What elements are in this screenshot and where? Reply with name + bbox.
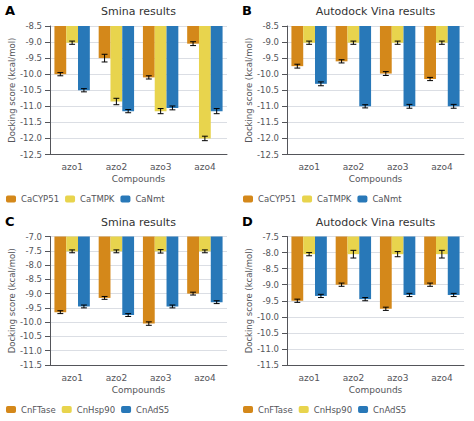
svg-text:CnAdS5: CnAdS5 bbox=[136, 405, 169, 415]
svg-text:-12.5: -12.5 bbox=[20, 150, 42, 160]
svg-text:-11.0: -11.0 bbox=[257, 344, 279, 354]
svg-text:-10.5: -10.5 bbox=[257, 85, 279, 95]
svg-text:-9.0: -9.0 bbox=[262, 37, 279, 47]
svg-text:-12.0: -12.0 bbox=[20, 133, 42, 143]
svg-text:Autodock Vina results: Autodock Vina results bbox=[316, 5, 436, 18]
svg-text:Compounds: Compounds bbox=[349, 385, 403, 395]
svg-text:azo4: azo4 bbox=[431, 373, 453, 383]
svg-text:CnAdS5: CnAdS5 bbox=[373, 405, 406, 415]
svg-text:azo3: azo3 bbox=[150, 373, 171, 383]
svg-text:Smina results: Smina results bbox=[101, 5, 176, 18]
svg-text:-11.0: -11.0 bbox=[20, 346, 42, 356]
svg-text:-11.5: -11.5 bbox=[20, 117, 42, 127]
svg-text:Docking score (kcal/mol): Docking score (kcal/mol) bbox=[244, 38, 254, 143]
svg-text:-9.5: -9.5 bbox=[262, 296, 279, 306]
svg-text:azo1: azo1 bbox=[61, 373, 82, 383]
svg-text:CnHsp90: CnHsp90 bbox=[314, 405, 352, 415]
svg-text:azo4: azo4 bbox=[194, 373, 216, 383]
svg-text:-10.5: -10.5 bbox=[20, 85, 42, 95]
svg-text:-11.0: -11.0 bbox=[257, 101, 279, 111]
svg-text:-9.0: -9.0 bbox=[262, 280, 279, 290]
svg-text:CnFTase: CnFTase bbox=[21, 405, 56, 415]
svg-text:CnFTase: CnFTase bbox=[258, 405, 293, 415]
svg-text:-8.5: -8.5 bbox=[262, 21, 279, 31]
svg-text:CnHsp90: CnHsp90 bbox=[77, 405, 115, 415]
svg-text:azo4: azo4 bbox=[194, 162, 216, 172]
svg-text:-8.0: -8.0 bbox=[25, 260, 42, 270]
svg-text:azo1: azo1 bbox=[298, 373, 319, 383]
svg-text:azo3: azo3 bbox=[387, 373, 408, 383]
svg-text:Smina results: Smina results bbox=[101, 216, 176, 229]
svg-text:-7.0: -7.0 bbox=[25, 232, 42, 242]
svg-text:CaNmt: CaNmt bbox=[135, 194, 165, 204]
svg-text:CaTMPK: CaTMPK bbox=[80, 194, 115, 204]
svg-text:-8.5: -8.5 bbox=[25, 21, 42, 31]
svg-text:azo1: azo1 bbox=[298, 162, 319, 172]
svg-text:-11.0: -11.0 bbox=[20, 101, 42, 111]
svg-text:azo3: azo3 bbox=[150, 162, 171, 172]
svg-text:-10.0: -10.0 bbox=[20, 69, 42, 79]
svg-text:azo1: azo1 bbox=[61, 162, 82, 172]
svg-text:-7.5: -7.5 bbox=[25, 246, 42, 256]
svg-text:-11.5: -11.5 bbox=[20, 360, 42, 370]
svg-text:B: B bbox=[242, 3, 252, 18]
svg-text:-9.0: -9.0 bbox=[25, 289, 42, 299]
svg-text:Docking score (kcal/mol): Docking score (kcal/mol) bbox=[7, 38, 17, 143]
svg-text:azo2: azo2 bbox=[106, 162, 127, 172]
svg-text:azo3: azo3 bbox=[387, 162, 408, 172]
svg-text:CaNmt: CaNmt bbox=[372, 194, 402, 204]
svg-text:-8.5: -8.5 bbox=[262, 264, 279, 274]
svg-text:D: D bbox=[242, 214, 253, 229]
svg-text:azo2: azo2 bbox=[106, 373, 127, 383]
svg-text:CaCYP51: CaCYP51 bbox=[258, 194, 296, 204]
svg-text:Compounds: Compounds bbox=[112, 385, 166, 395]
svg-text:Compounds: Compounds bbox=[349, 174, 403, 184]
svg-text:-9.5: -9.5 bbox=[25, 53, 42, 63]
svg-text:-8.0: -8.0 bbox=[262, 248, 279, 258]
svg-text:-12.5: -12.5 bbox=[257, 150, 279, 160]
svg-text:-10.0: -10.0 bbox=[257, 69, 279, 79]
svg-text:CaTMPK: CaTMPK bbox=[317, 194, 352, 204]
svg-text:-10.0: -10.0 bbox=[20, 317, 42, 327]
svg-text:-7.5: -7.5 bbox=[262, 232, 279, 242]
svg-text:Autodock Vina results: Autodock Vina results bbox=[316, 216, 436, 229]
svg-text:Docking score (kcal/mol): Docking score (kcal/mol) bbox=[7, 248, 17, 353]
svg-text:Compounds: Compounds bbox=[112, 174, 166, 184]
svg-text:-9.5: -9.5 bbox=[262, 53, 279, 63]
svg-text:-10.5: -10.5 bbox=[20, 331, 42, 341]
svg-text:-9.5: -9.5 bbox=[25, 303, 42, 313]
svg-text:Docking score (kcal/mol): Docking score (kcal/mol) bbox=[244, 248, 254, 353]
svg-text:-10.5: -10.5 bbox=[257, 328, 279, 338]
svg-text:-9.0: -9.0 bbox=[25, 37, 42, 47]
svg-text:-11.5: -11.5 bbox=[257, 360, 279, 370]
svg-text:-8.5: -8.5 bbox=[25, 274, 42, 284]
svg-text:CaCYP51: CaCYP51 bbox=[21, 194, 59, 204]
svg-text:azo2: azo2 bbox=[343, 162, 364, 172]
svg-text:-12.0: -12.0 bbox=[257, 133, 279, 143]
svg-text:azo2: azo2 bbox=[343, 373, 364, 383]
svg-text:-11.5: -11.5 bbox=[257, 117, 279, 127]
svg-text:C: C bbox=[5, 214, 15, 229]
svg-text:azo4: azo4 bbox=[431, 162, 453, 172]
svg-text:-10.0: -10.0 bbox=[257, 312, 279, 322]
svg-text:A: A bbox=[5, 3, 15, 18]
